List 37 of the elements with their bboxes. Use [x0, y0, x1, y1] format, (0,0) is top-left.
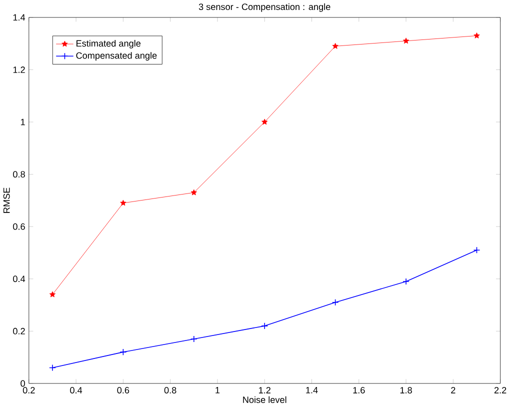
point: [473, 246, 480, 254]
x-tick-label: 1: [216, 386, 220, 394]
point: [332, 298, 339, 306]
y-tick-label: 1.2: [13, 66, 25, 73]
point: [190, 335, 198, 342]
x-axis-title: Noise level: [243, 396, 286, 403]
x-tick-label: 0.4: [70, 386, 82, 394]
legend-label: Compensated angle: [76, 52, 157, 60]
x-tick-label: 2: [451, 386, 456, 394]
legend-label: Estimated angle: [76, 40, 141, 48]
x-tick-label: 0.8: [164, 386, 176, 394]
x-tick-label: 1.2: [258, 386, 270, 394]
x-tick-label: 0.6: [117, 386, 130, 394]
point: [120, 200, 126, 206]
y-tick-label: 1.4: [13, 14, 26, 20]
point: [402, 278, 410, 285]
y-tick-label: 0.2: [13, 328, 25, 334]
y-tick-label: 1: [20, 118, 25, 125]
point: [261, 322, 268, 330]
point: [402, 38, 410, 44]
x-tick-label: 2.2: [494, 386, 506, 394]
point: [49, 291, 56, 298]
y-axis-title: RMSE: [3, 188, 10, 213]
point: [332, 42, 338, 49]
point: [262, 118, 268, 124]
x-tick-label: 1.8: [400, 386, 412, 394]
x-tick-label: 1.4: [306, 386, 318, 394]
point: [120, 348, 127, 356]
point: [49, 364, 56, 371]
y-tick-label: 0: [20, 380, 25, 386]
y-tick-label: 0.4: [13, 275, 26, 282]
point: [474, 32, 480, 38]
x-tick-label: 1.6: [353, 386, 365, 394]
chart-title: 3 sensor - Compensation : angle: [198, 3, 330, 12]
y-tick-label: 0.8: [13, 170, 25, 178]
point: [190, 189, 197, 196]
y-tick-label: 0.6: [13, 223, 25, 230]
